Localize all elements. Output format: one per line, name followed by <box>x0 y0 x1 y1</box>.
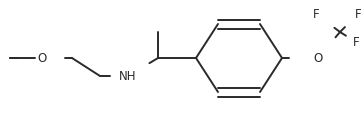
Text: F: F <box>355 7 361 21</box>
Text: O: O <box>37 51 47 65</box>
Text: O: O <box>313 51 323 65</box>
Text: F: F <box>353 36 359 48</box>
Text: NH: NH <box>119 69 137 83</box>
Text: F: F <box>313 7 319 21</box>
